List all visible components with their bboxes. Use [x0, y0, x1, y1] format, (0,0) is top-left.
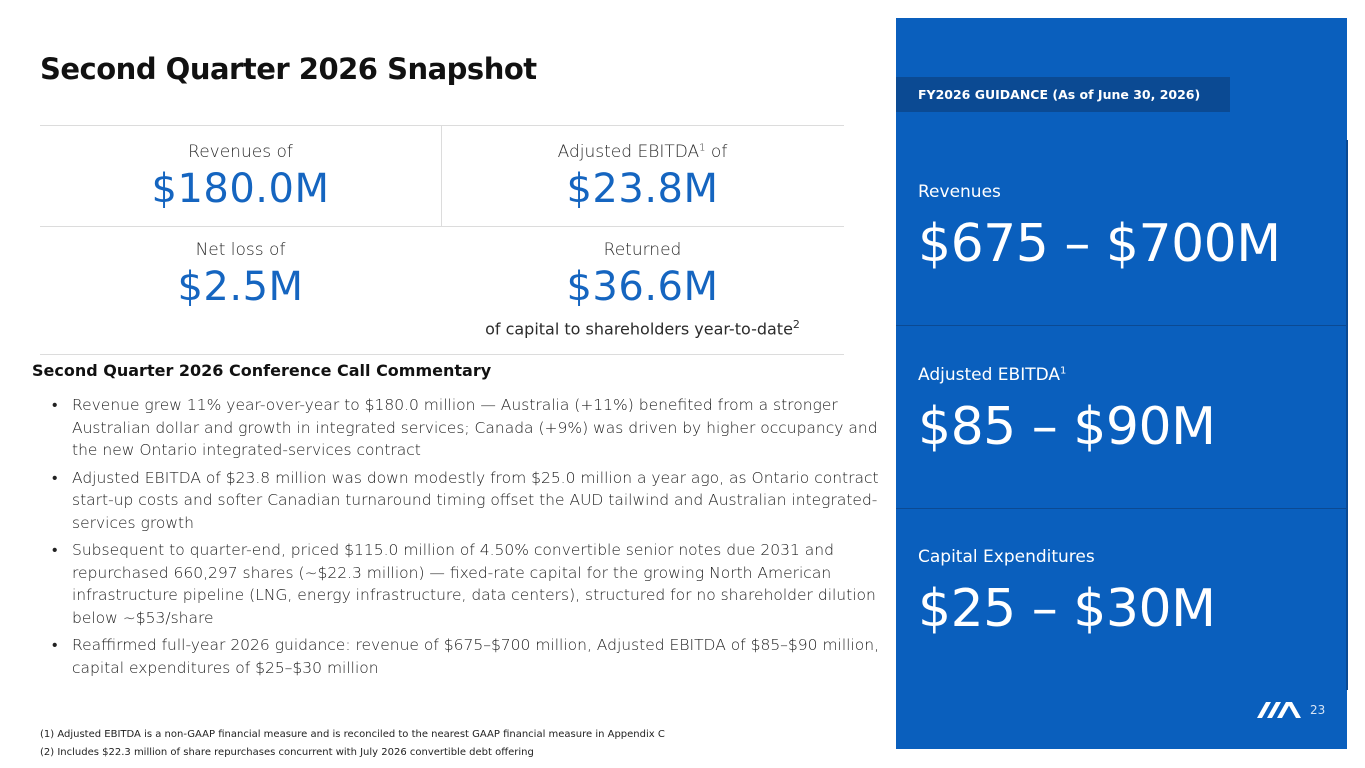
metrics-divider-vertical: [441, 126, 442, 226]
bullet-icon: •: [52, 636, 58, 654]
footnote-2: (2) Includes $22.3 million of share repu…: [40, 747, 534, 758]
guidance-tag: FY2026 GUIDANCE (As of June 30, 2026): [896, 77, 1230, 112]
guidance-label: Revenues: [918, 182, 1001, 202]
bullet-icon: •: [52, 541, 58, 559]
metric-adjusted-ebitda: Adjusted EBITDA1 of $23.8M: [442, 142, 843, 212]
metric-value: $23.8M: [566, 166, 719, 212]
guidance-panel-edge: [1346, 140, 1348, 690]
list-item: • Reaffirmed full-year 2026 guidance: rev…: [52, 636, 879, 677]
metric-label: Revenues of: [188, 142, 293, 162]
guidance-divider: [896, 325, 1347, 326]
list-item: • Subsequent to quarter-end, priced $115.…: [52, 541, 876, 627]
guidance-label: Adjusted EBITDA1: [918, 365, 1067, 385]
metrics-divider-horizontal: [40, 226, 844, 227]
bullet-icon: •: [52, 468, 58, 487]
footnote-marker: 1: [699, 142, 706, 154]
footnotes: (1) Adjusted EBITDA is a non-GAAP financ…: [40, 726, 665, 762]
list-item: • Adjusted EBITDA of $23.8 million was do…: [52, 468, 879, 532]
guidance-capex: Capital Expenditures $25 – $30M: [896, 547, 1347, 639]
guidance-panel: [896, 18, 1347, 749]
page-title: Second Quarter 2026 Snapshot: [40, 52, 537, 86]
metric-value: $2.5M: [177, 264, 304, 310]
metric-label: Adjusted EBITDA1 of: [557, 142, 728, 162]
guidance-value: $675 – $700M: [918, 214, 1281, 274]
metric-value: $36.6M: [566, 264, 719, 310]
guidance-adjusted-ebitda: Adjusted EBITDA1 $85 – $90M: [896, 365, 1347, 457]
footnote-marker: 1: [1060, 365, 1067, 377]
footnote-marker: 2: [792, 318, 800, 331]
metric-capital-returned: Returned $36.6M of capital to shareholde…: [442, 240, 843, 338]
bullet-icon: •: [52, 396, 58, 414]
metric-note: of capital to shareholders year-to-date2: [485, 318, 800, 339]
footnote-1: (1) Adjusted EBITDA is a non-GAAP financ…: [40, 729, 665, 740]
guidance-value: $25 – $30M: [918, 579, 1216, 639]
guidance-value: $85 – $90M: [918, 397, 1216, 457]
guidance-revenues: Revenues $675 – $700M: [896, 182, 1347, 274]
company-logo-icon: [1257, 702, 1301, 718]
guidance-label: Capital Expenditures: [918, 547, 1095, 567]
commentary-list: • Revenue grew 11% year-over-year to $180…: [50, 394, 890, 684]
metric-value: $180.0M: [151, 166, 330, 212]
guidance-divider: [896, 508, 1347, 509]
page-number: 23: [1310, 703, 1326, 717]
metric-label: Returned: [603, 240, 682, 260]
metric-net-loss: Net loss of $2.5M: [40, 240, 441, 310]
metric-revenues: Revenues of $180.0M: [40, 142, 441, 212]
metric-label: Net loss of: [195, 240, 286, 260]
list-item: • Revenue grew 11% year-over-year to $180…: [52, 396, 878, 459]
metrics-grid: Revenues of $180.0M Adjusted EBITDA1 of …: [40, 125, 844, 355]
commentary-heading: Second Quarter 2026 Conference Call Comm…: [32, 361, 492, 380]
